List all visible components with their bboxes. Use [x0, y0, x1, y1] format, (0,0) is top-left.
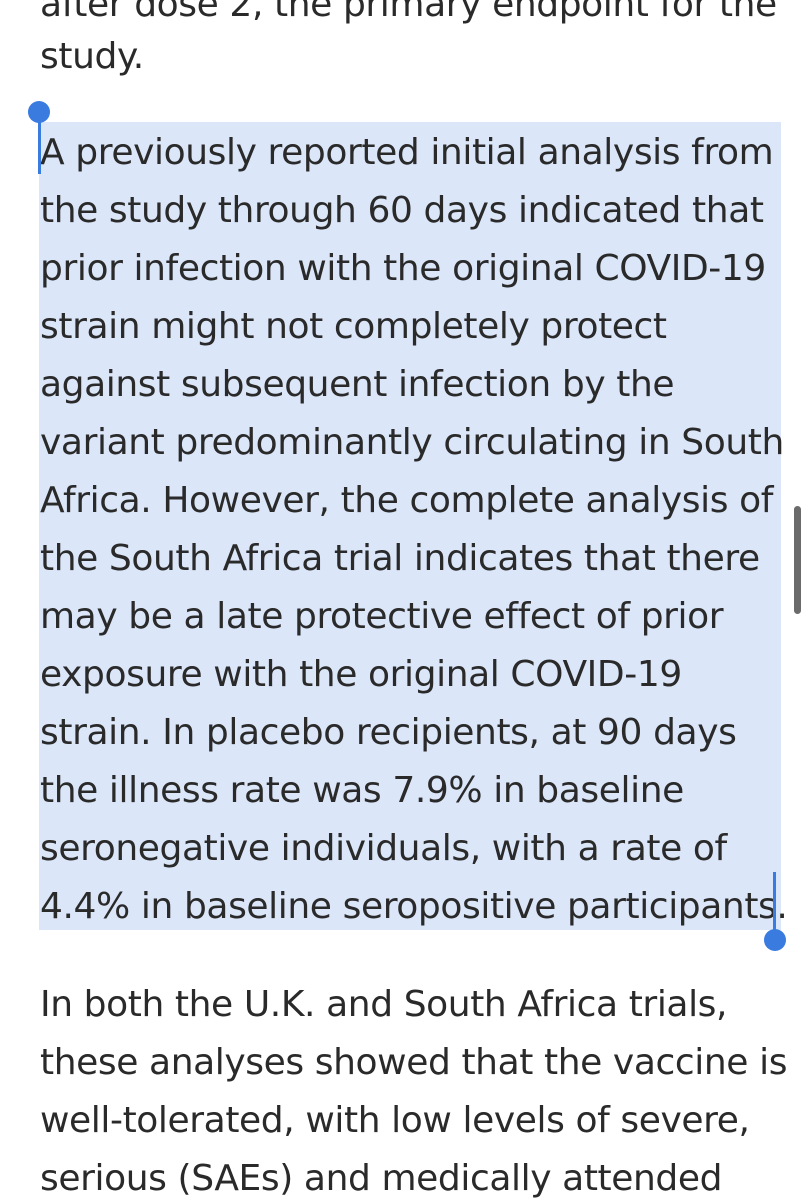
text-line: Africa. However, the complete analysis o…	[40, 480, 774, 521]
text-line: the illness rate was 7.9% in baseline	[40, 770, 684, 811]
text-line: may be a late protective effect of prior	[40, 596, 724, 637]
text-line: exposure with the original COVID-19	[40, 654, 682, 695]
text-line: In both the U.K. and South Africa trials…	[40, 984, 728, 1025]
text-line: well-tolerated, with low levels of sever…	[40, 1100, 750, 1141]
text-line: variant predominantly circulating in Sou…	[40, 422, 784, 463]
text-line: after dose 2, the primary endpoint for t…	[40, 0, 777, 25]
text-line: prior infection with the original COVID-…	[40, 248, 766, 289]
text-selection-highlight	[39, 122, 781, 930]
selection-end-knob[interactable]	[764, 929, 786, 951]
selection-end-caret	[773, 872, 776, 932]
text-line: 4.4% in baseline seropositive participan…	[40, 886, 788, 927]
text-line: these analyses showed that the vaccine i…	[40, 1042, 788, 1083]
text-line: against subsequent infection by the	[40, 364, 675, 405]
text-line: study.	[40, 36, 144, 77]
text-line: seronegative individuals, with a rate of	[40, 828, 727, 869]
text-line: strain. In placebo recipients, at 90 day…	[40, 712, 737, 753]
text-line: the South Africa trial indicates that th…	[40, 538, 760, 579]
text-line: the study through 60 days indicated that	[40, 190, 764, 231]
selection-start-knob[interactable]	[28, 101, 50, 123]
text-line: A previously reported initial analysis f…	[40, 132, 774, 173]
text-line: strain might not completely protect	[40, 306, 667, 347]
text-line: serious (SAEs) and medically attended	[40, 1158, 723, 1199]
selection-start-caret	[38, 118, 41, 174]
scrollbar-thumb[interactable]	[794, 506, 801, 614]
